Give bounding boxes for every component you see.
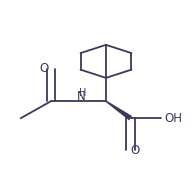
Text: H: H xyxy=(79,88,86,98)
Text: N: N xyxy=(77,90,86,103)
Text: O: O xyxy=(131,144,140,157)
Text: OH: OH xyxy=(165,112,183,125)
Polygon shape xyxy=(106,101,132,121)
Text: O: O xyxy=(40,62,49,75)
